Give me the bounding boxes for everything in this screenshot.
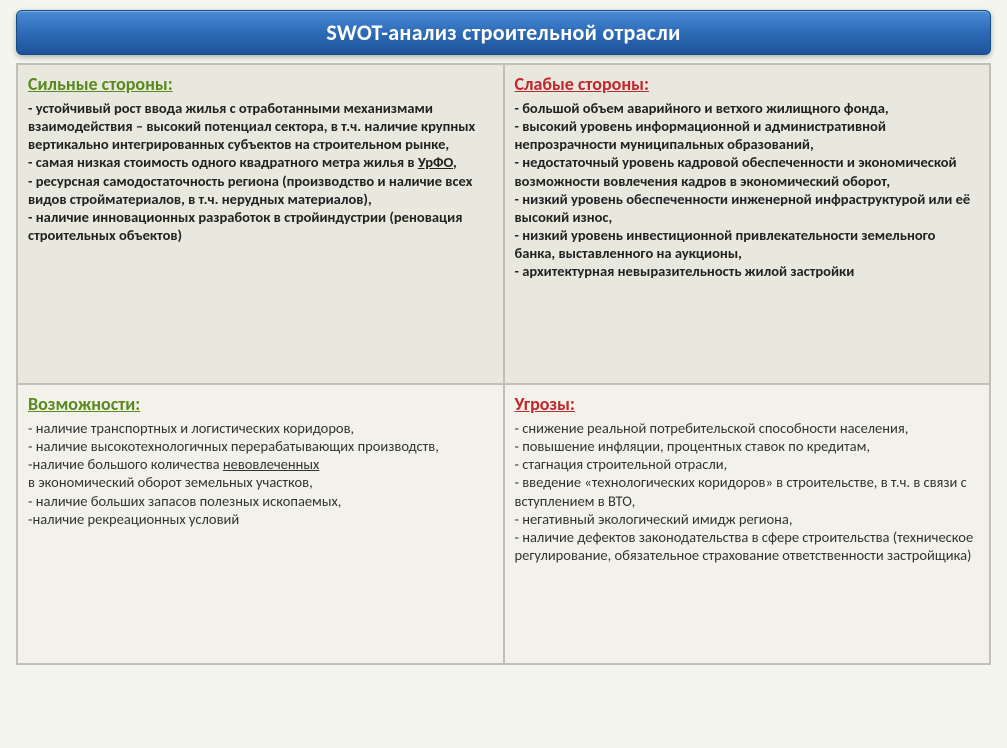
strengths-heading: Сильные стороны:: [28, 73, 493, 95]
title-bar: SWOT-анализ строительной отрасли: [16, 10, 991, 55]
strengths-cell: Сильные стороны: - устойчивый рост ввода…: [17, 64, 504, 384]
strengths-body: - устойчивый рост ввода жилья с отработа…: [28, 99, 493, 244]
swot-grid: Сильные стороны: - устойчивый рост ввода…: [16, 63, 991, 665]
opportunities-cell: Возможности: - наличие транспортных и ло…: [17, 384, 504, 664]
swot-bottom-row: Возможности: - наличие транспортных и ло…: [17, 384, 990, 664]
threats-cell: Угрозы: - снижение реальной потребительс…: [504, 384, 991, 664]
weaknesses-body: - большой объем аварийного и ветхого жил…: [515, 99, 980, 280]
threats-body: - снижение реальной потребительской спос…: [515, 419, 980, 564]
opportunities-body: - наличие транспортных и логистических к…: [28, 419, 493, 528]
weaknesses-heading: Слабые стороны:: [515, 73, 980, 95]
weaknesses-cell: Слабые стороны: - большой объем аварийно…: [504, 64, 991, 384]
swot-top-row: Сильные стороны: - устойчивый рост ввода…: [17, 64, 990, 384]
page-title: SWOT-анализ строительной отрасли: [326, 19, 680, 46]
threats-heading: Угрозы:: [515, 393, 980, 415]
opportunities-heading: Возможности:: [28, 393, 493, 415]
